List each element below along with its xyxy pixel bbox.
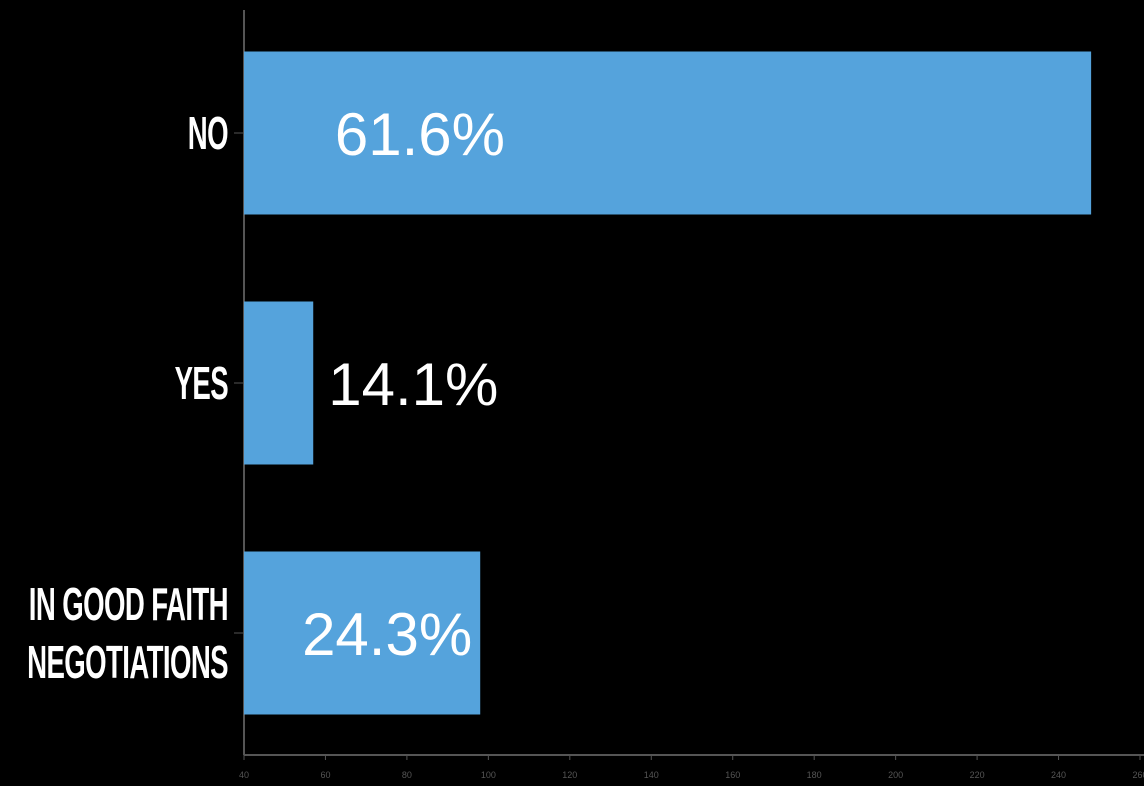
x-tick-label: 40 — [239, 770, 249, 780]
x-tick-label: 180 — [807, 770, 822, 780]
category-label: IN GOOD FAITH NEGOTIATIONS — [27, 578, 229, 688]
x-tick-label: 220 — [970, 770, 985, 780]
x-tick-label: 200 — [888, 770, 903, 780]
bar — [244, 301, 314, 465]
x-tick-label: 80 — [402, 770, 412, 780]
x-tick-label: 140 — [644, 770, 659, 780]
x-tick-label: 240 — [1051, 770, 1066, 780]
value-label: 61.6% — [335, 101, 505, 168]
bar — [244, 551, 481, 715]
x-tick-label: 120 — [562, 770, 577, 780]
category-label: YES — [174, 357, 229, 409]
value-label: 14.1% — [328, 351, 498, 418]
x-tick-label: 160 — [725, 770, 740, 780]
category-label: NO — [187, 107, 229, 159]
x-tick-label: 100 — [481, 770, 496, 780]
x-tick-label: 60 — [320, 770, 330, 780]
x-tick-label: 260 — [1132, 770, 1144, 780]
value-label: 24.3% — [302, 601, 472, 668]
bar — [244, 51, 1092, 215]
